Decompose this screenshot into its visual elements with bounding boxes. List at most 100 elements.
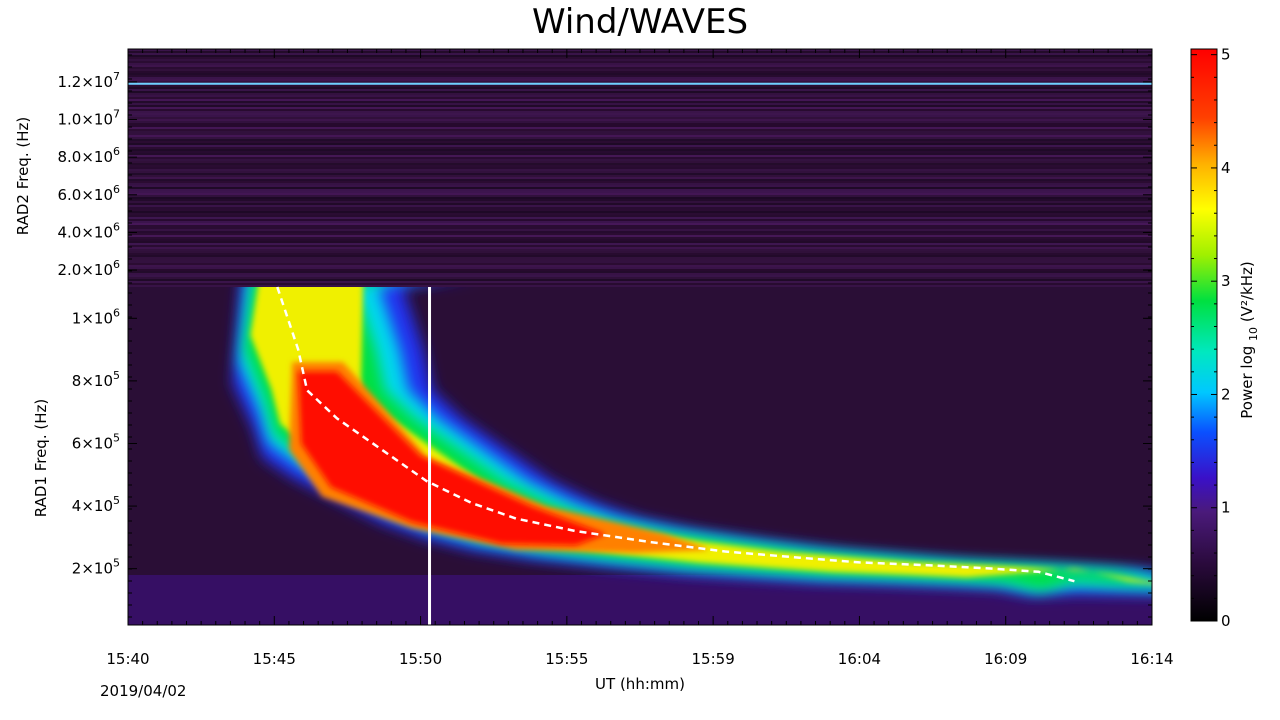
rad2-noise-stripe <box>128 249 1152 251</box>
colorbar-label-subscript: 10 <box>1247 327 1260 341</box>
rad2-noise-stripe <box>128 93 1152 95</box>
rad2-noise-stripe <box>128 67 1152 69</box>
burst-level-red <box>298 371 606 546</box>
y-axes: 2.0×1064.0×1066.0×1068.0×1061.0×1071.2×1… <box>57 54 1152 618</box>
rad2-noise-stripe <box>128 103 1152 105</box>
rad2-noise-stripe <box>128 101 1152 103</box>
rad2-noise-stripe <box>128 269 1152 271</box>
rad2-noise-stripe <box>128 99 1152 101</box>
y-tick-label: 8×105 <box>72 369 120 390</box>
rad2-noise-stripe <box>128 89 1152 91</box>
x-axis: 15:40 15:45 15:50 15:55 15:59 16:04 16:09 16:14 <box>106 49 1174 668</box>
rad2-noise-stripe <box>128 147 1152 149</box>
rad2-noise-stripe <box>128 109 1152 111</box>
y-tick-exponent: 6 <box>113 145 120 158</box>
rad2-noise-stripe <box>128 197 1152 199</box>
rad2-noise-stripe <box>128 107 1152 109</box>
rad2-noise-stripe <box>128 57 1152 59</box>
rad2-noise-stripe <box>128 69 1152 71</box>
rad2-noise-stripe <box>128 201 1152 203</box>
rad2-noise-stripe <box>128 211 1152 213</box>
x-tick-label: 15:50 <box>399 650 442 668</box>
rad2-noise-stripe <box>128 81 1152 83</box>
rad2-noise-stripe <box>128 283 1152 285</box>
colorbar-label-main: Power log <box>1238 341 1256 419</box>
rad2-noise-stripe <box>128 253 1152 255</box>
rad2-noise-stripe <box>128 95 1152 97</box>
rad2-noise-stripe <box>128 65 1152 67</box>
rad2-noise-stripe <box>128 143 1152 145</box>
y-tick-mantissa: 6.0×10 <box>57 186 113 204</box>
rad2-noise-stripe <box>128 131 1152 133</box>
rad2-noise-stripe <box>128 255 1152 257</box>
rad2-noise-stripe <box>128 215 1152 217</box>
y-tick-mantissa: 1×10 <box>72 309 113 327</box>
y-tick-exponent: 7 <box>113 70 120 83</box>
rad2-noise-stripe <box>128 251 1152 253</box>
rad2-noise-stripe <box>128 271 1152 273</box>
rad2-noise-stripe <box>128 127 1152 129</box>
rad2-noise-stripe <box>128 55 1152 57</box>
rad2-noise-stripe <box>128 167 1152 169</box>
rad2-noise-stripe <box>128 73 1152 75</box>
rad2-noise-stripe <box>128 141 1152 143</box>
y-tick-mantissa: 8.0×10 <box>57 148 113 166</box>
colorbar-tick-label: 5 <box>1221 46 1231 64</box>
y-tick-label: 6×105 <box>72 431 120 452</box>
rad2-noise-stripe <box>128 123 1152 125</box>
rad2-noise-stripe <box>128 111 1152 113</box>
rad2-noise-stripe <box>128 53 1152 55</box>
rad2-noise-stripe <box>128 85 1152 87</box>
y-tick-mantissa: 2.0×10 <box>57 261 113 279</box>
rad2-noise-stripe <box>128 277 1152 279</box>
rad2-noise-stripe <box>128 195 1152 197</box>
y-tick-exponent: 6 <box>113 258 120 271</box>
rad2-noise-stripe <box>128 193 1152 195</box>
rad2-noise-stripe <box>128 115 1152 117</box>
rad2-noise-stripe <box>128 199 1152 201</box>
rad2-noise-stripe <box>128 59 1152 61</box>
rad2-noise-stripe <box>128 239 1152 241</box>
y-tick-mantissa: 6×10 <box>72 434 113 452</box>
rad2-noise-stripe <box>128 229 1152 231</box>
rad2-noise-stripe <box>128 135 1152 137</box>
rad2-noise-stripe <box>128 177 1152 179</box>
colorbar: 0 1 2 3 4 5 Power log 10 (V²/kHz) <box>1190 46 1260 630</box>
rad2-noise-stripe <box>128 175 1152 177</box>
rad2-noise-stripe <box>128 279 1152 281</box>
y-tick-exponent: 6 <box>113 306 120 319</box>
rad2-noise-stripe <box>128 169 1152 171</box>
rad2-noise-stripe <box>128 129 1152 131</box>
rad2-noise-stripe <box>128 183 1152 185</box>
y-tick-label: 4×105 <box>72 494 120 515</box>
rad2-noise-stripe <box>128 237 1152 239</box>
rad2-noise-stripe <box>128 121 1152 123</box>
rad2-noise-stripe <box>128 137 1152 139</box>
rad2-noise-stripe <box>128 187 1152 189</box>
rad2-noise-stripe <box>128 191 1152 193</box>
rad2-noise-stripe <box>128 161 1152 163</box>
rad2-noise-stripe <box>128 209 1152 211</box>
burst-track-dashed <box>276 286 1075 583</box>
colorbar-label: Power log 10 (V²/kHz) <box>1238 261 1260 418</box>
rad2-noise-stripe <box>128 185 1152 187</box>
x-tick-label: 15:45 <box>253 650 296 668</box>
x-tick-label: 15:55 <box>545 650 588 668</box>
rad2-noise-stripe <box>128 245 1152 247</box>
rad2-noise-stripe <box>128 221 1152 223</box>
rad2-noise-stripe <box>128 113 1152 115</box>
colorbar-gradient <box>1190 48 1218 622</box>
rad2-noise-stripe <box>128 75 1152 77</box>
rad2-noise-stripe <box>128 285 1152 287</box>
rad2-noise-stripe <box>128 247 1152 249</box>
rad2-noise-stripe <box>128 97 1152 99</box>
y-tick-mantissa: 2×10 <box>72 560 113 578</box>
rad2-noise-stripe <box>128 151 1152 153</box>
rad2-noise-stripe <box>128 153 1152 155</box>
y-tick-mantissa: 1.0×10 <box>57 111 113 129</box>
chart-title: Wind/WAVES <box>531 2 749 42</box>
rad2-noise-stripe <box>128 257 1152 259</box>
colorbar-tick-label: 0 <box>1221 612 1231 630</box>
rad2-noise-stripe <box>128 233 1152 235</box>
x-tick-label: 16:14 <box>1130 650 1173 668</box>
